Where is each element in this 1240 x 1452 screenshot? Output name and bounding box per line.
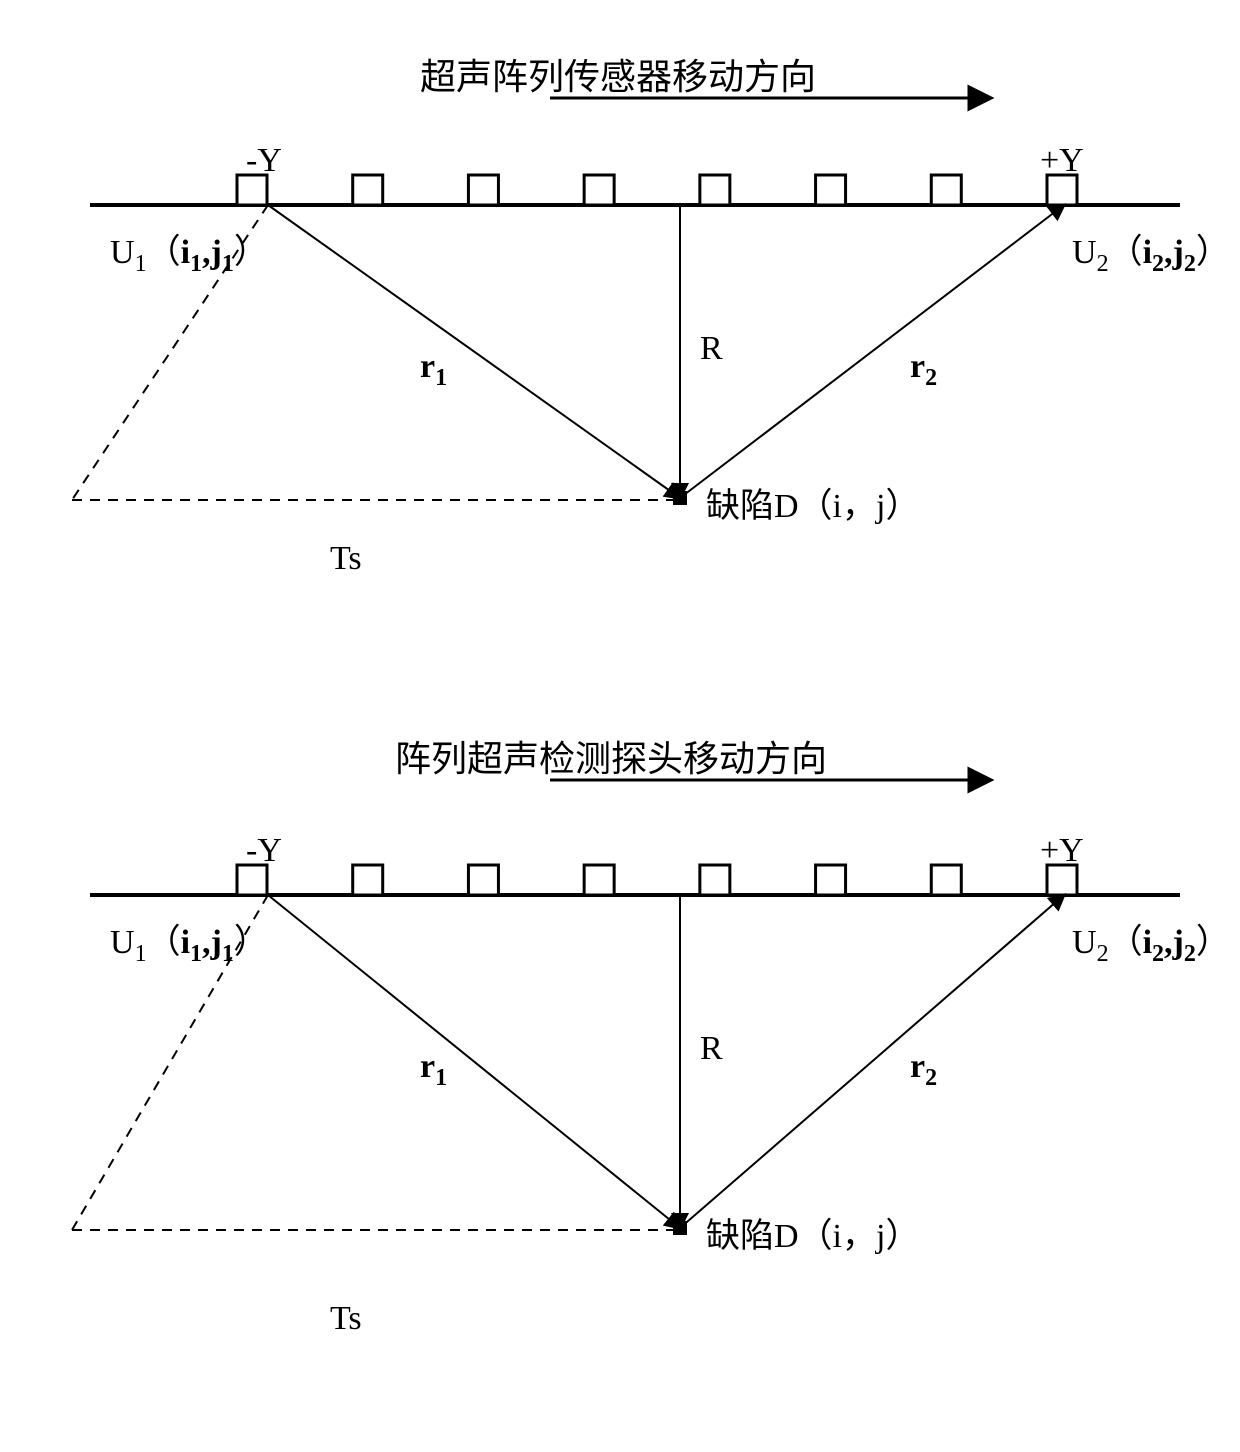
plus-y-0: +Y (1040, 142, 1084, 180)
r2-label-0: r2 (910, 348, 937, 392)
plus-y-1: +Y (1040, 832, 1084, 870)
ts-label-0: Ts (330, 540, 362, 578)
r2-label-1: r2 (910, 1048, 937, 1092)
r-vert-label-0: R (700, 330, 723, 368)
diagram-title-0: 超声阵列传感器移动方向 (420, 48, 816, 100)
defect-label-1: 缺陷D（i，j） (706, 1208, 919, 1257)
u1-label-1: U1（i1,j1） (110, 914, 268, 968)
ts-label-1: Ts (330, 1300, 362, 1338)
diagram-title-1: 阵列超声检测探头移动方向 (395, 730, 827, 782)
r1-label-1: r1 (420, 1048, 447, 1092)
minus-y-1: -Y (246, 832, 282, 870)
minus-y-0: -Y (246, 142, 282, 180)
r-vert-label-1: R (700, 1030, 723, 1068)
u1-label-0: U1（i1,j1） (110, 224, 268, 278)
diagram-page: 超声阵列传感器移动方向 -Y +Y U1（i1,j1） U2（i2,j2） r1 r2 R 缺陷… (0, 0, 1240, 1452)
defect-label-0: 缺陷D（i，j） (706, 478, 919, 527)
u2-label-0: U2（i2,j2） (1072, 224, 1230, 278)
r1-label-0: r1 (420, 348, 447, 392)
diagram-svg (0, 0, 1240, 1452)
u2-label-1: U2（i2,j2） (1072, 914, 1230, 968)
